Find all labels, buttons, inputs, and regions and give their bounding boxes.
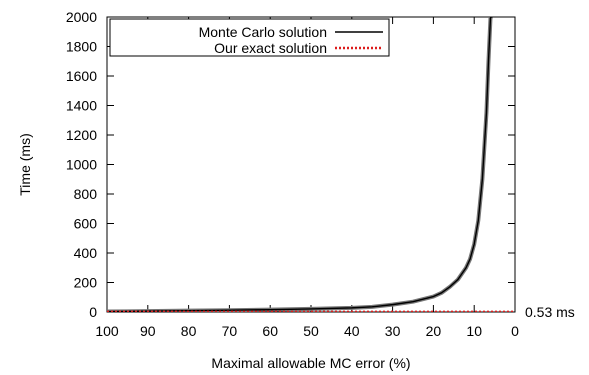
y-tick-label: 1600 — [66, 68, 97, 84]
series-layer — [107, 17, 515, 312]
x-axis: 100 90 80 70 60 50 40 30 20 10 0 — [95, 17, 519, 339]
y-tick-label: 1200 — [66, 127, 97, 143]
exact-solution-annotation: 0.53 ms — [525, 304, 575, 320]
series-line-0 — [107, 17, 493, 312]
legend-label-1: Our exact solution — [214, 40, 327, 56]
legend-box — [109, 18, 390, 57]
x-tick-label: 10 — [466, 323, 482, 339]
x-tick-label: 0 — [511, 323, 519, 339]
y-tick-label: 1400 — [66, 98, 97, 114]
y-tick-label: 0 — [89, 304, 97, 320]
x-tick-label: 20 — [426, 323, 442, 339]
x-tick-label: 40 — [344, 323, 360, 339]
y-axis: 0 200 400 600 800 1000 1200 1400 1600 1800 2000 — [66, 9, 515, 320]
y-tick-label: 200 — [74, 275, 98, 291]
y-tick-label: 2000 — [66, 9, 97, 25]
x-tick-label: 80 — [181, 323, 197, 339]
x-tick-label: 50 — [303, 323, 319, 339]
series-band-0 — [107, 17, 493, 312]
y-axis-label: Time (ms) — [17, 133, 33, 195]
x-tick-label: 90 — [140, 323, 156, 339]
x-tick-label: 60 — [262, 323, 278, 339]
y-tick-label: 1000 — [66, 157, 97, 173]
x-tick-label: 30 — [385, 323, 401, 339]
y-tick-label: 800 — [74, 186, 98, 202]
y-tick-label: 400 — [74, 245, 98, 261]
legend-label-0: Monte Carlo solution — [199, 24, 327, 40]
y-tick-label: 1800 — [66, 39, 97, 55]
x-axis-label: Maximal allowable MC error (%) — [211, 355, 410, 371]
y-tick-label: 600 — [74, 216, 98, 232]
plot-frame — [106, 16, 516, 313]
x-tick-label: 70 — [222, 323, 238, 339]
x-tick-label: 100 — [95, 323, 119, 339]
